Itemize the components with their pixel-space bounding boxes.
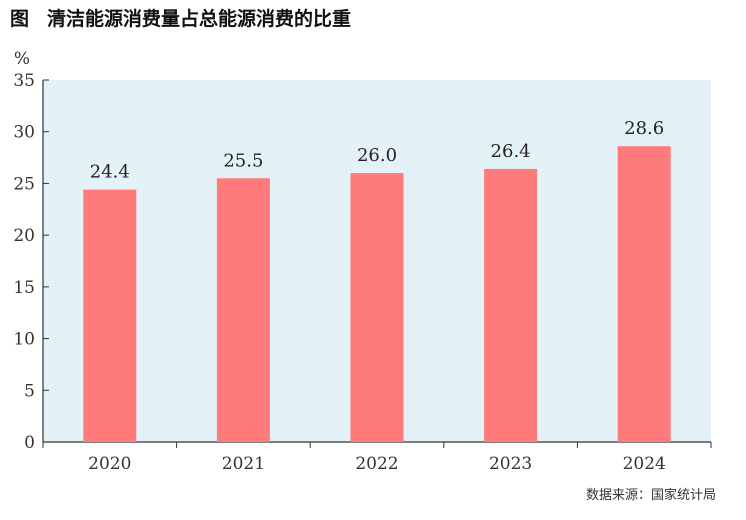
y-tick-label: 10 xyxy=(13,330,35,350)
x-tick-label-2023: 2023 xyxy=(489,454,532,474)
x-tick-label-2022: 2022 xyxy=(355,454,398,474)
y-tick-label: 25 xyxy=(13,174,35,194)
y-tick-label: 15 xyxy=(13,278,35,298)
data-label-2022: 26.0 xyxy=(357,145,397,166)
bar-chart: % 0 5 10 15 20 25 30 35 24.4 2020 25.5 2021 26.0 2022 2… xyxy=(13,49,712,474)
y-tick-label: 35 xyxy=(13,71,35,91)
x-tick-label-2020: 2020 xyxy=(88,454,131,474)
bar-2024 xyxy=(617,146,671,443)
data-label-2020: 24.4 xyxy=(90,162,130,183)
data-label-2023: 26.4 xyxy=(491,141,531,162)
x-tick-label-2021: 2021 xyxy=(222,454,265,474)
figure-prefix: 图 xyxy=(10,8,30,30)
y-tick-label: 5 xyxy=(24,381,35,401)
bar-2022 xyxy=(350,173,404,443)
chart-title: 图清洁能源消费量占总能源消费的比重 xyxy=(10,4,351,31)
figure-title-text: 清洁能源消费量占总能源消费的比重 xyxy=(47,8,352,30)
data-label-2021: 25.5 xyxy=(223,150,263,171)
bar-2020 xyxy=(83,189,137,442)
bar-2021 xyxy=(216,178,270,442)
data-source: 数据来源：国家统计局 xyxy=(585,488,716,503)
x-tick-label-2024: 2024 xyxy=(623,454,666,474)
y-axis-unit: % xyxy=(14,49,30,69)
y-tick-label: 0 xyxy=(24,433,35,453)
data-label-2024: 28.6 xyxy=(624,118,664,139)
bar-2023 xyxy=(484,168,538,442)
y-tick-label: 20 xyxy=(13,226,35,246)
y-tick-label: 30 xyxy=(13,123,35,143)
